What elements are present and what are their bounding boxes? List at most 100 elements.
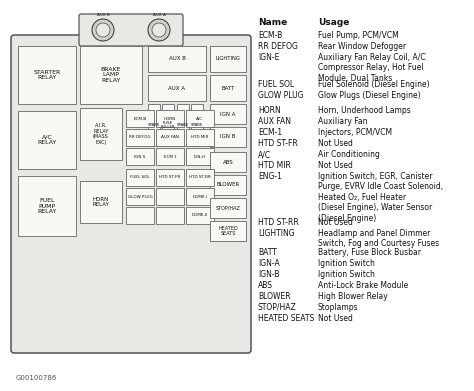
Bar xyxy=(210,46,246,72)
Bar xyxy=(126,207,154,224)
Text: Air Conditioning: Air Conditioning xyxy=(318,150,380,159)
Bar xyxy=(80,108,122,160)
Text: Glow Plugs (Diesel Engine): Glow Plugs (Diesel Engine) xyxy=(318,91,420,100)
Bar xyxy=(126,129,154,146)
Text: AUX B: AUX B xyxy=(97,13,109,17)
Bar xyxy=(148,46,206,72)
Bar xyxy=(156,207,184,224)
Text: Fuel Solenoid (Diesel Engine): Fuel Solenoid (Diesel Engine) xyxy=(318,80,429,89)
Text: RR DEFOG: RR DEFOG xyxy=(129,136,151,140)
Text: SPARE: SPARE xyxy=(148,123,160,127)
Text: Ignition Switch: Ignition Switch xyxy=(318,259,375,268)
Text: DOME-I: DOME-I xyxy=(192,194,208,199)
Text: Auxiliary Fan: Auxiliary Fan xyxy=(318,117,367,126)
Text: GLOW PLUG: GLOW PLUG xyxy=(128,194,152,199)
Bar xyxy=(126,110,154,127)
Bar xyxy=(126,169,154,186)
Text: Not Used: Not Used xyxy=(318,218,353,227)
Text: SPARE: SPARE xyxy=(177,123,189,127)
Text: Stoplamps: Stoplamps xyxy=(318,303,359,312)
Text: ENG-1: ENG-1 xyxy=(258,172,282,181)
Text: AUX A: AUX A xyxy=(168,86,185,90)
FancyBboxPatch shape xyxy=(11,35,251,353)
Bar xyxy=(177,104,189,146)
Circle shape xyxy=(152,23,166,37)
Text: ABS: ABS xyxy=(223,160,233,165)
Bar xyxy=(210,152,246,172)
Text: Not Used: Not Used xyxy=(318,139,353,148)
FancyBboxPatch shape xyxy=(79,14,183,46)
Text: LIGHTING: LIGHTING xyxy=(216,57,240,61)
Text: A.I.R.
RELAY
(MASS
EXC): A.I.R. RELAY (MASS EXC) xyxy=(93,123,109,145)
Text: IGN A: IGN A xyxy=(220,111,236,117)
Text: STOP/HAZ: STOP/HAZ xyxy=(216,206,240,210)
Text: AUX A: AUX A xyxy=(153,13,165,17)
Text: FUEL
PUMP
RELAY: FUEL PUMP RELAY xyxy=(37,198,57,214)
Text: ECM-1: ECM-1 xyxy=(258,128,282,137)
Text: FUSE
PULLER: FUSE PULLER xyxy=(161,121,175,129)
Text: AUX B: AUX B xyxy=(169,57,185,61)
Text: BATT: BATT xyxy=(258,248,277,257)
Text: IGN-B: IGN-B xyxy=(258,270,280,279)
Text: IGN-E: IGN-E xyxy=(258,53,279,62)
Text: SPARE: SPARE xyxy=(191,123,203,127)
Bar xyxy=(210,198,246,218)
Text: A/C: A/C xyxy=(196,117,203,120)
Bar xyxy=(80,181,122,223)
Text: Ignition Switch: Ignition Switch xyxy=(318,270,375,279)
Text: Headlamp and Panel Dimmer
Switch, Fog and Courtesy Fuses: Headlamp and Panel Dimmer Switch, Fog an… xyxy=(318,229,439,248)
Text: IGN S: IGN S xyxy=(134,154,146,158)
Text: STARTER
RELAY: STARTER RELAY xyxy=(33,70,61,81)
Bar xyxy=(126,188,154,205)
Bar xyxy=(210,127,246,147)
Bar xyxy=(186,207,214,224)
Text: DOME-II: DOME-II xyxy=(192,213,208,217)
Text: ABS: ABS xyxy=(258,281,273,290)
Bar xyxy=(156,188,184,205)
Text: BRAKE
LAMP
RELAY: BRAKE LAMP RELAY xyxy=(101,67,121,83)
Text: Ignition Switch, EGR, Canister
Purge, EVRV Idle Coast Solenoid,
Heated O₂, Fuel : Ignition Switch, EGR, Canister Purge, EV… xyxy=(318,172,443,222)
Text: FUEL SOL: FUEL SOL xyxy=(258,80,294,89)
Bar xyxy=(156,148,184,165)
Text: A/C: A/C xyxy=(258,150,271,159)
Text: BLOWER: BLOWER xyxy=(216,183,240,188)
Text: Auxiliary Fan Relay Coil, A/C
Compressor Relay, Hot Fuel
Module, Dual Tanks: Auxiliary Fan Relay Coil, A/C Compressor… xyxy=(318,53,426,83)
Bar xyxy=(162,104,174,146)
Text: ECM-B: ECM-B xyxy=(133,117,146,120)
Text: HTD ST-FR: HTD ST-FR xyxy=(159,176,181,179)
Text: GLOW PLUG: GLOW PLUG xyxy=(258,91,303,100)
Bar xyxy=(156,110,184,127)
Text: HORN
RELAY: HORN RELAY xyxy=(92,197,109,207)
Text: IGN-A: IGN-A xyxy=(258,259,280,268)
Bar xyxy=(156,129,184,146)
Bar xyxy=(210,75,246,101)
Text: STOP/HAZ: STOP/HAZ xyxy=(258,303,297,312)
Text: Horn, Underhood Lamps: Horn, Underhood Lamps xyxy=(318,106,411,115)
Text: A/C
RELAY: A/C RELAY xyxy=(37,135,57,145)
Bar xyxy=(210,175,246,195)
Text: ECM 1: ECM 1 xyxy=(164,154,176,158)
Text: HTD ST-RR: HTD ST-RR xyxy=(189,176,211,179)
Circle shape xyxy=(148,19,170,41)
Text: Fuel Pump, PCM/VCM: Fuel Pump, PCM/VCM xyxy=(318,31,399,40)
Text: Not Used: Not Used xyxy=(318,314,353,323)
Text: IGN-H: IGN-H xyxy=(194,154,206,158)
Text: BATT: BATT xyxy=(221,86,235,90)
Text: Rear Window Defogger: Rear Window Defogger xyxy=(318,42,406,51)
Text: LIGHTING: LIGHTING xyxy=(258,229,295,238)
Text: Battery, Fuse Block Busbar: Battery, Fuse Block Busbar xyxy=(318,248,421,257)
Text: HORN: HORN xyxy=(164,117,176,120)
Text: HEATED SEATS: HEATED SEATS xyxy=(258,314,314,323)
Bar xyxy=(18,46,76,104)
Text: BLOWER: BLOWER xyxy=(258,292,291,301)
Bar xyxy=(186,148,214,165)
Bar xyxy=(186,129,214,146)
Text: FUEL SOL: FUEL SOL xyxy=(130,176,150,179)
Bar xyxy=(126,148,154,165)
Text: G00100786: G00100786 xyxy=(16,375,57,381)
Bar xyxy=(156,169,184,186)
Circle shape xyxy=(92,19,114,41)
Text: AUX FAN: AUX FAN xyxy=(161,136,179,140)
Text: HTD MIR: HTD MIR xyxy=(191,136,209,140)
Bar xyxy=(18,176,76,236)
